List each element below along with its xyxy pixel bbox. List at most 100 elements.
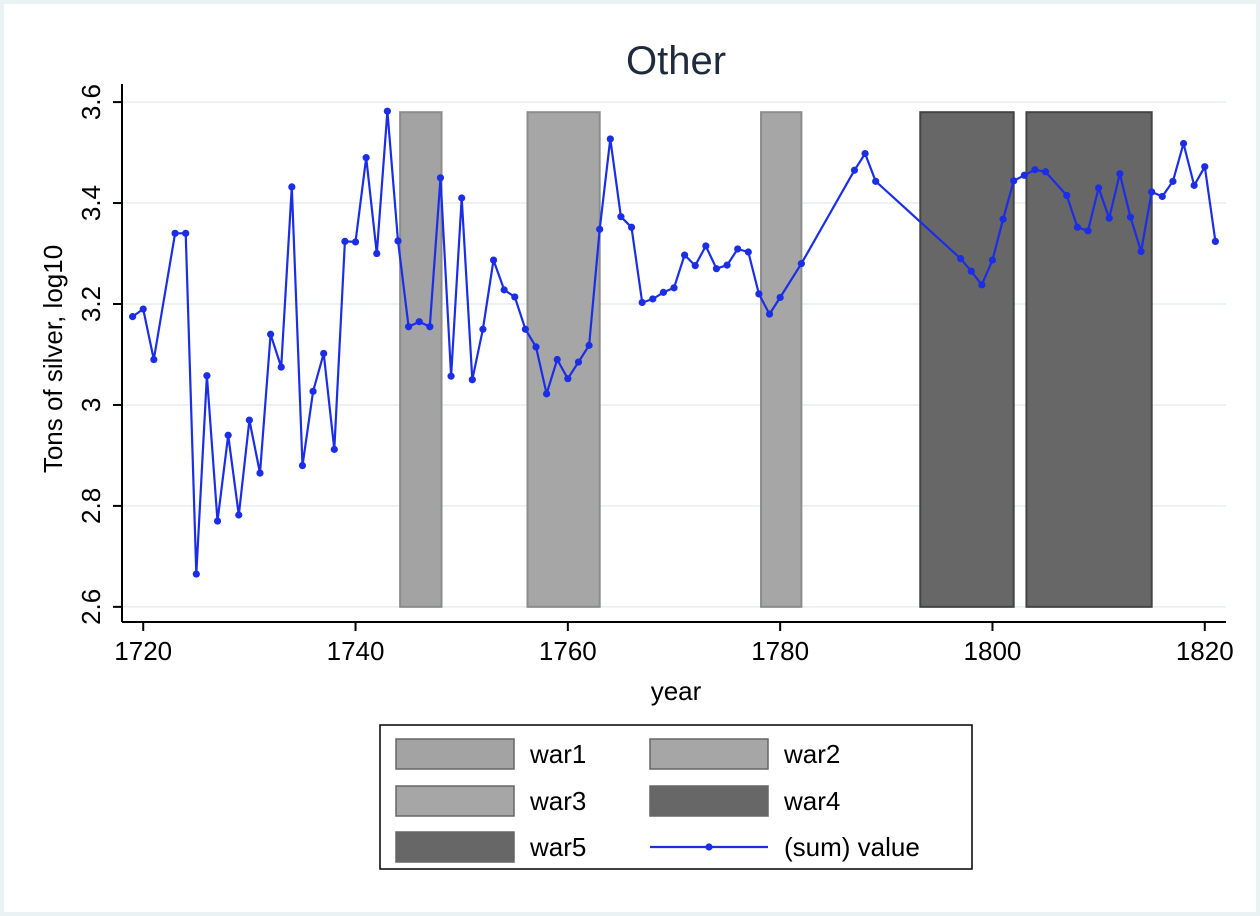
data-point <box>426 323 434 331</box>
data-point <box>702 242 710 250</box>
legend-key-war5 <box>395 831 515 863</box>
data-point <box>1031 166 1039 174</box>
chart-frame: Other 2.6 2.8 3 3.2 3.4 3.6 1720 1740 1760 1780 18… <box>4 4 1256 912</box>
data-point <box>797 260 805 268</box>
legend-label: war5 <box>529 832 586 862</box>
data-point <box>1010 177 1018 185</box>
y-tick-label: 3 <box>76 398 106 412</box>
data-point <box>1137 247 1145 256</box>
x-tick-label: 1720 <box>114 636 172 666</box>
legend-label: war2 <box>783 739 840 769</box>
data-point <box>606 135 614 143</box>
legend-key-war3 <box>395 785 515 817</box>
data-point <box>627 223 636 231</box>
y-tick-label: 2.6 <box>76 589 106 625</box>
data-point <box>192 570 200 578</box>
data-point <box>489 256 498 264</box>
data-point <box>150 355 158 364</box>
data-point <box>1148 188 1156 196</box>
chart: Other 2.6 2.8 3 3.2 3.4 3.6 1720 1740 1760 1780 18… <box>38 39 1234 870</box>
data-point <box>1169 177 1177 185</box>
data-point <box>224 431 232 439</box>
data-point <box>1063 191 1071 200</box>
legend: war1 war2 war3 war4 war5 (sum) value <box>379 724 973 870</box>
data-point <box>681 251 689 259</box>
data-point <box>776 293 784 302</box>
data-point <box>1211 237 1219 246</box>
data-point <box>988 256 997 264</box>
data-point <box>213 517 222 525</box>
data-point <box>267 330 275 338</box>
legend-label: war4 <box>783 786 840 816</box>
data-point <box>574 358 583 366</box>
legend-key-war2 <box>649 738 769 770</box>
data-point <box>351 238 360 246</box>
y-tick-label: 3.4 <box>76 185 106 221</box>
data-point <box>1190 181 1198 189</box>
data-point <box>203 372 211 380</box>
data-point <box>511 293 519 301</box>
data-point <box>298 461 307 470</box>
series-layer <box>129 107 1219 578</box>
x-tick-label: 1740 <box>327 636 385 666</box>
data-point <box>638 298 646 307</box>
legend-key-war4 <box>649 785 769 817</box>
data-point <box>182 229 190 237</box>
data-point <box>1105 214 1113 222</box>
data-point <box>458 194 466 202</box>
data-point <box>171 229 179 237</box>
data-point <box>235 511 243 519</box>
data-point <box>596 225 604 233</box>
data-point <box>999 215 1007 223</box>
data-point <box>1179 139 1188 148</box>
data-point <box>1095 184 1103 192</box>
x-axis-title: year <box>651 676 702 706</box>
data-point <box>373 249 381 258</box>
data-point <box>649 295 657 303</box>
data-point <box>1158 192 1166 201</box>
data-point <box>691 262 699 270</box>
band-war4 <box>919 111 1015 608</box>
y-tick-label: 3.2 <box>76 286 106 322</box>
data-point <box>564 375 572 383</box>
data-point <box>1201 163 1209 171</box>
data-point <box>617 213 625 221</box>
data-point <box>1084 227 1092 235</box>
legend-label: war1 <box>529 739 586 769</box>
data-point <box>139 305 147 313</box>
data-point <box>765 310 774 318</box>
data-point <box>861 149 869 158</box>
data-point <box>543 390 551 398</box>
y-tick-label: 2.8 <box>76 488 106 524</box>
band-war5 <box>1025 111 1153 608</box>
data-point <box>500 286 508 294</box>
data-point <box>712 265 721 273</box>
data-point <box>553 355 561 364</box>
war-bands <box>399 111 1153 608</box>
data-point <box>1041 168 1050 176</box>
data-point <box>277 363 285 371</box>
data-point <box>288 183 296 191</box>
data-point <box>1073 223 1081 231</box>
data-point <box>256 469 264 477</box>
data-point <box>436 174 445 182</box>
data-point <box>585 341 593 349</box>
data-point <box>734 245 742 253</box>
data-point <box>957 254 965 263</box>
legend-key-marker <box>705 843 713 851</box>
data-point <box>850 166 859 174</box>
data-point <box>309 387 317 395</box>
legend-key-war1 <box>395 738 515 770</box>
chart-title: Other <box>626 39 726 83</box>
x-tick-label: 1760 <box>539 636 597 666</box>
legend-label: war3 <box>529 786 586 816</box>
data-point <box>1126 213 1135 221</box>
data-point <box>245 416 253 424</box>
x-tick-label: 1820 <box>1176 636 1234 666</box>
legend-label: (sum) value <box>784 832 920 862</box>
data-point <box>447 372 455 380</box>
data-point <box>521 325 529 333</box>
data-point <box>394 237 402 245</box>
x-tick-label: 1800 <box>964 636 1022 666</box>
data-point <box>872 177 880 185</box>
